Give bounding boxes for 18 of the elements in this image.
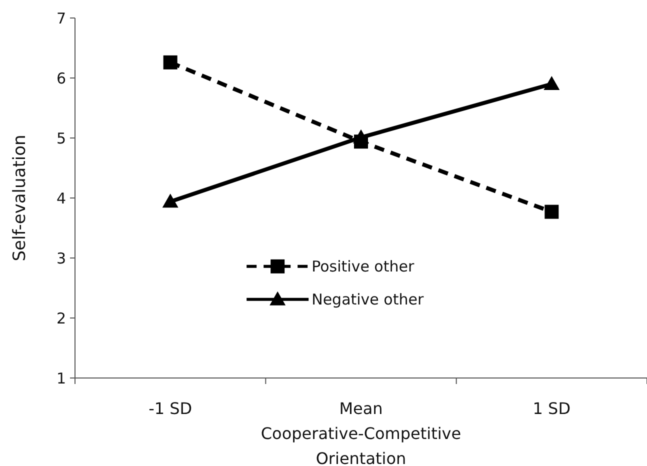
point bbox=[162, 194, 178, 208]
point bbox=[544, 76, 560, 90]
x-tick-label: 1 SD bbox=[532, 399, 571, 418]
x-tick-label: Mean Cooperative-Competitive Orientation bbox=[260, 399, 462, 466]
y-tick-label: 6 bbox=[56, 69, 66, 88]
y-tick-label: 2 bbox=[56, 309, 66, 328]
y-tick-label: 3 bbox=[56, 249, 66, 268]
legend-label: Positive other bbox=[312, 258, 415, 276]
y-tick-label: 1 bbox=[56, 369, 66, 388]
legend-label: Negative other bbox=[312, 290, 424, 309]
x-tick-label: -1 SD bbox=[148, 399, 192, 418]
y-tick-label: 5 bbox=[56, 129, 66, 148]
y-axis-title: Self-evaluation bbox=[10, 134, 30, 262]
point bbox=[163, 55, 178, 70]
point bbox=[353, 129, 369, 144]
point bbox=[544, 204, 559, 219]
y-tick-label: 7 bbox=[56, 9, 66, 28]
y-tick-label: 4 bbox=[56, 189, 66, 208]
